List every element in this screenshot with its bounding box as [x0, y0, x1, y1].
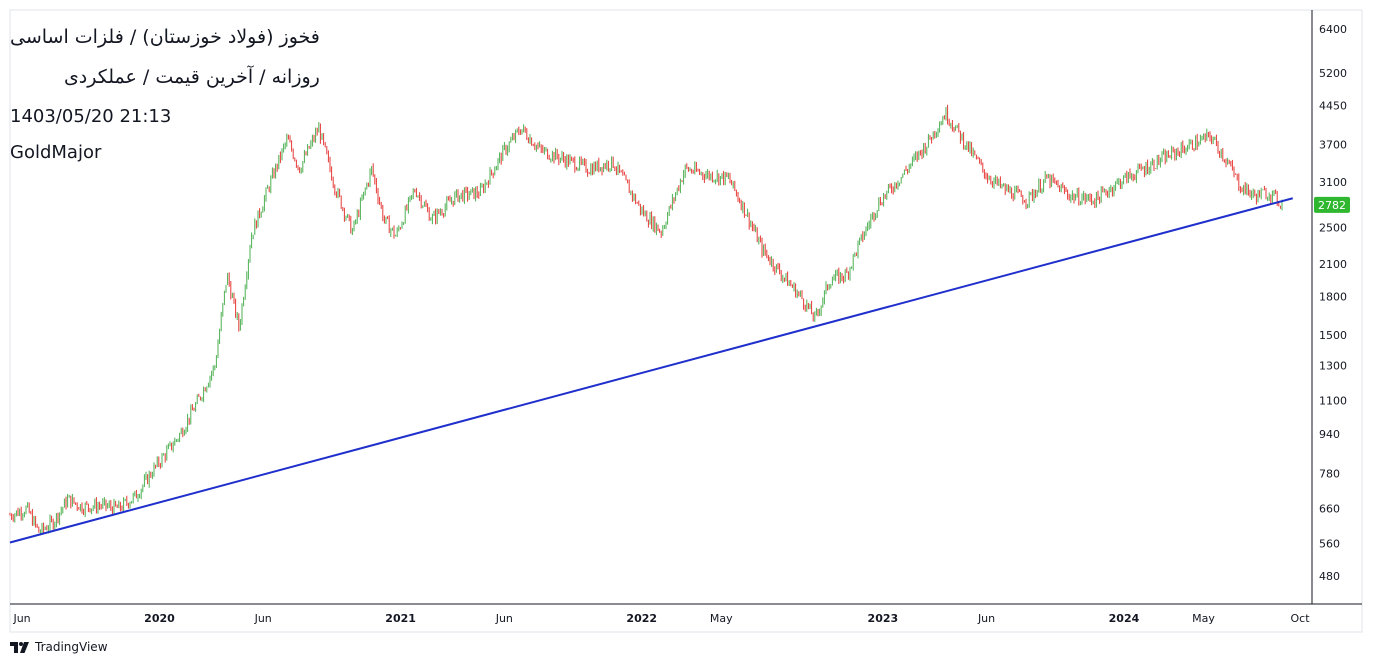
price-tick-label: 3700 — [1319, 139, 1347, 152]
time-tick-label: 2021 — [385, 612, 416, 625]
chart-subtitle: روزانه / آخرین قیمت / عملکردی — [63, 66, 320, 88]
price-tick-label: 4450 — [1319, 100, 1347, 113]
price-tick-label: 1500 — [1319, 329, 1347, 342]
chart-border — [9, 9, 1363, 633]
price-tick-label: 2100 — [1319, 258, 1347, 271]
price-tick-label: 480 — [1319, 570, 1340, 583]
price-axis: 6400 5200 4450 3700 3100 2500 2100 1800 1500 1300… — [1319, 23, 1347, 583]
time-tick-label: Jun — [254, 612, 272, 625]
author-name: GoldMajor — [10, 142, 102, 163]
candles-layer — [9, 104, 1283, 536]
time-tick-label: Jun — [977, 612, 995, 625]
price-tick-label: 780 — [1319, 467, 1340, 480]
price-tick-label: 1100 — [1319, 395, 1347, 408]
time-tick-label: 2022 — [626, 612, 657, 625]
time-tick-label: May — [1192, 612, 1215, 625]
time-tick-label: Oct — [1290, 612, 1310, 625]
last-price-label: 2782 — [1318, 199, 1346, 212]
support-trendline — [9, 197, 1294, 544]
last-price-badge — [1314, 196, 1350, 213]
tradingview-logo-icon — [10, 641, 29, 653]
time-axis: Jun 2020 Jun 2021 Jun 2022 May 2023 Jun 2024 May Oc… — [12, 612, 1310, 625]
time-tick-label: Jun — [12, 612, 30, 625]
price-tick-label: 2500 — [1319, 221, 1347, 234]
time-tick-label: 2023 — [868, 612, 899, 625]
price-tick-label: 6400 — [1319, 23, 1347, 36]
datetime-stamp: 1403/05/20 21:13 — [10, 106, 172, 127]
time-tick-label: 2020 — [144, 612, 175, 625]
trendline-layer — [9, 197, 1294, 544]
price-tick-label: 5200 — [1319, 67, 1347, 80]
price-tick-label: 660 — [1319, 503, 1340, 516]
symbol-title: فخوز (فولاد خوزستان) / فلزات اساسی — [10, 26, 320, 48]
last-price-tag: 2782 — [1314, 196, 1350, 213]
tradingview-brand[interactable]: TradingView — [10, 640, 108, 654]
price-tick-label: 940 — [1319, 428, 1340, 441]
price-tick-label: 3100 — [1319, 176, 1347, 189]
time-tick-label: May — [710, 612, 733, 625]
brand-name: TradingView — [35, 640, 108, 654]
time-tick-label: 2024 — [1109, 612, 1140, 625]
price-tick-label: 1300 — [1319, 359, 1347, 372]
price-tick-label: 1800 — [1319, 291, 1347, 304]
chart-legend: فخوز (فولاد خوزستان) / فلزات اساسی روزان… — [10, 22, 320, 174]
price-tick-label: 560 — [1319, 537, 1340, 550]
time-tick-label: Jun — [495, 612, 513, 625]
